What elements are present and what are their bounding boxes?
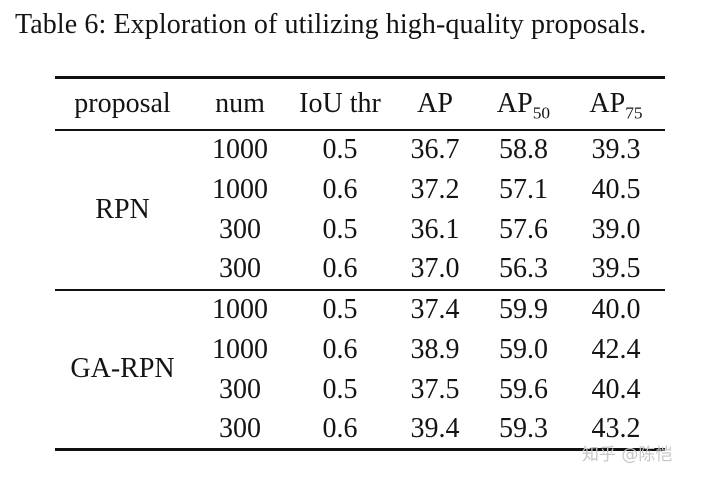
col-header-ap: AP	[390, 78, 480, 130]
header-row: proposal num IoU thr AP AP50 AP75	[55, 78, 665, 130]
cell-iou-thr: 0.6	[322, 412, 358, 444]
table-row: 300 0.5 36.1 57.6 39.0	[55, 210, 665, 250]
cell-ap75: 43.2	[591, 412, 641, 444]
proposal-group-label: GA-RPN	[70, 353, 175, 385]
cell-num: 300	[219, 213, 261, 245]
col-header-subscript: 50	[532, 103, 551, 123]
cell-ap: 37.4	[410, 294, 460, 325]
table-row: RPN 1000 0.5 36.7 58.8 39.3	[55, 130, 665, 224]
cell-ap75: 39.5	[591, 253, 641, 284]
cell-iou-thr: 0.6	[322, 173, 358, 205]
table-row: GA-RPN 1000 0.5 37.4 59.9 40.0	[55, 290, 665, 383]
cell-ap: 36.1	[410, 213, 460, 245]
cell-ap50: 57.1	[499, 173, 548, 205]
col-header-proposal: proposal	[55, 78, 190, 130]
cell-iou-thr: 0.5	[322, 213, 358, 245]
cell-num: 1000	[212, 333, 268, 365]
cell-iou-thr: 0.6	[322, 253, 358, 284]
cell-ap75: 40.5	[591, 173, 641, 205]
group-rpn: RPN 1000 0.5 36.7 58.8 39.3 1000 0.6 37.…	[55, 130, 665, 290]
cell-iou-thr: 0.5	[322, 134, 358, 165]
cell-ap50: 59.9	[499, 294, 548, 325]
group-garpn: GA-RPN 1000 0.5 37.4 59.9 40.0 1000 0.6 …	[55, 290, 665, 450]
cell-ap: 38.9	[410, 333, 460, 365]
col-header-text: AP	[496, 87, 533, 119]
cell-iou-thr: 0.5	[322, 294, 358, 325]
cell-ap: 37.0	[410, 253, 460, 284]
cell-iou-thr: 0.5	[322, 373, 358, 405]
table-row: 300 0.6 39.4 59.3 43.2	[55, 410, 665, 450]
cell-ap: 39.4	[410, 412, 460, 444]
col-header-subscript: 75	[625, 103, 643, 123]
table-row: 1000 0.6 38.9 59.0 42.4	[55, 330, 665, 370]
col-header-text: AP	[417, 87, 453, 119]
cell-ap75: 40.4	[591, 373, 641, 405]
table-row: 300 0.6 37.0 56.3 39.5	[55, 250, 665, 290]
col-header-text: proposal	[74, 87, 171, 119]
col-header-ap50: AP50	[480, 78, 567, 130]
watermark: 知乎 @陈恺	[582, 445, 673, 465]
cell-ap: 37.5	[410, 373, 460, 405]
cell-ap: 36.7	[410, 134, 460, 165]
cell-ap75: 39.0	[591, 213, 641, 245]
col-header-num: num	[190, 78, 290, 130]
cell-iou-thr: 0.6	[322, 333, 358, 365]
table-caption: Table 6: Exploration of utilizing high-q…	[15, 9, 647, 40]
cell-num: 1000	[212, 294, 268, 325]
cell-ap50: 57.6	[499, 213, 548, 245]
table-row: 1000 0.6 37.2 57.1 40.5	[55, 170, 665, 210]
col-header-text: IoU thr	[299, 87, 381, 119]
cell-ap50: 56.3	[499, 253, 548, 284]
cell-ap50: 59.6	[499, 373, 548, 405]
col-header-text: num	[215, 87, 265, 119]
col-header-iou-thr: IoU thr	[290, 78, 390, 130]
cell-num: 300	[219, 253, 261, 284]
cell-num: 300	[219, 412, 261, 444]
cell-num: 1000	[212, 134, 268, 165]
col-header-ap75: AP75	[567, 78, 665, 130]
cell-ap75: 40.0	[591, 294, 641, 325]
cell-ap75: 39.3	[591, 134, 641, 165]
cell-ap50: 59.0	[499, 333, 548, 365]
table-header: proposal num IoU thr AP AP50 AP75	[55, 78, 665, 130]
col-header-text: AP	[589, 87, 626, 119]
cell-num: 1000	[212, 173, 268, 205]
cell-ap: 37.2	[410, 173, 460, 205]
proposal-group-label: RPN	[95, 193, 150, 225]
cell-ap50: 59.3	[499, 412, 548, 444]
results-table: proposal num IoU thr AP AP50 AP75 RPN 10…	[55, 76, 665, 451]
cell-ap50: 58.8	[499, 134, 548, 165]
cell-ap75: 42.4	[591, 333, 641, 365]
cell-num: 300	[219, 373, 261, 405]
table-row: 300 0.5 37.5 59.6 40.4	[55, 370, 665, 410]
